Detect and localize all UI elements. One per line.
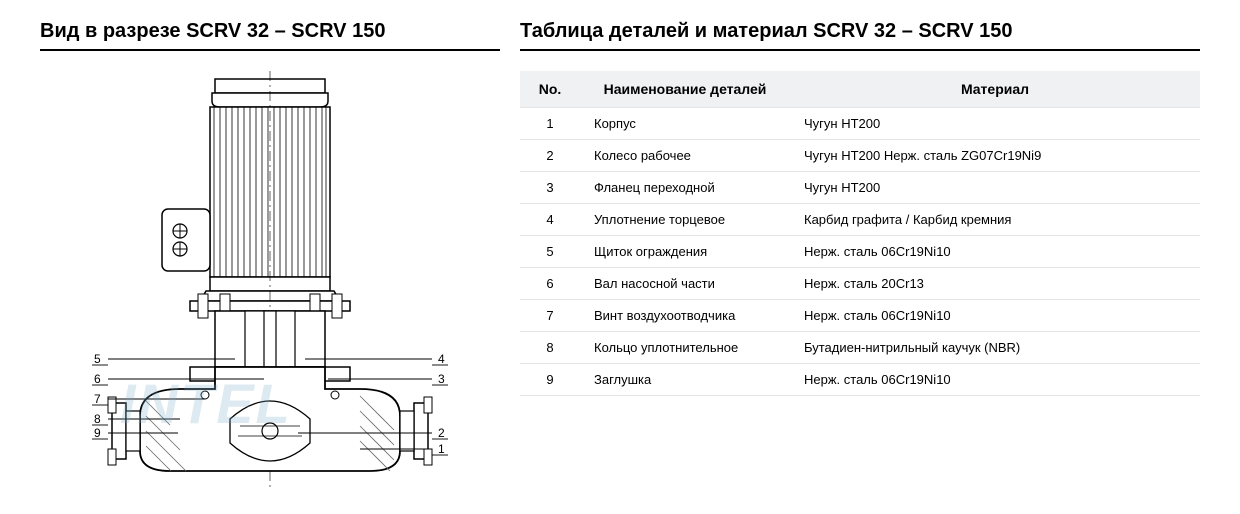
cell-no: 6 xyxy=(520,268,580,300)
callout-9: 9 xyxy=(94,426,101,440)
table-header-row: No. Наименование деталей Материал xyxy=(520,71,1200,108)
table-row: 4Уплотнение торцевоеКарбид графита / Кар… xyxy=(520,204,1200,236)
header-name: Наименование деталей xyxy=(580,71,790,108)
cell-material: Нерж. сталь 20Cr13 xyxy=(790,268,1200,300)
callout-7: 7 xyxy=(94,392,101,406)
cell-no: 5 xyxy=(520,236,580,268)
header-no: No. xyxy=(520,71,580,108)
cell-name: Заглушка xyxy=(580,364,790,396)
cell-name: Винт воздухоотводчика xyxy=(580,300,790,332)
table-row: 3Фланец переходнойЧугун HT200 xyxy=(520,172,1200,204)
cell-material: Карбид графита / Карбид кремния xyxy=(790,204,1200,236)
cell-material: Чугун HT200 Нерж. сталь ZG07Cr19Ni9 xyxy=(790,140,1200,172)
cell-no: 2 xyxy=(520,140,580,172)
cell-name: Щиток ограждения xyxy=(580,236,790,268)
right-section-title: Таблица деталей и материал SCRV 32 – SCR… xyxy=(520,20,1200,51)
table-row: 7Винт воздухоотводчикаНерж. сталь 06Cr19… xyxy=(520,300,1200,332)
callout-3: 3 xyxy=(438,372,445,386)
left-section-title: Вид в разрезе SCRV 32 – SCRV 150 xyxy=(40,20,500,51)
header-material: Материал xyxy=(790,71,1200,108)
cell-no: 3 xyxy=(520,172,580,204)
cell-no: 4 xyxy=(520,204,580,236)
cell-no: 7 xyxy=(520,300,580,332)
cell-name: Кольцо уплотнительное xyxy=(580,332,790,364)
callout-2: 2 xyxy=(438,426,445,440)
table-row: 9ЗаглушкаНерж. сталь 06Cr19Ni10 xyxy=(520,364,1200,396)
cross-section-diagram: INTEL xyxy=(40,71,500,491)
parts-table: No. Наименование деталей Материал 1Корпу… xyxy=(520,71,1200,396)
pump-diagram-svg: 5 6 7 8 9 4 3 2 1 xyxy=(40,71,500,491)
table-row: 1КорпусЧугун HT200 xyxy=(520,108,1200,140)
table-row: 6Вал насосной частиНерж. сталь 20Cr13 xyxy=(520,268,1200,300)
callout-6: 6 xyxy=(94,372,101,386)
cell-name: Колесо рабочее xyxy=(580,140,790,172)
cell-material: Нерж. сталь 06Cr19Ni10 xyxy=(790,364,1200,396)
callout-8: 8 xyxy=(94,412,101,426)
table-row: 2Колесо рабочееЧугун HT200 Нерж. сталь Z… xyxy=(520,140,1200,172)
cell-material: Нерж. сталь 06Cr19Ni10 xyxy=(790,300,1200,332)
cell-material: Бутадиен-нитрильный каучук (NBR) xyxy=(790,332,1200,364)
cell-material: Чугун HT200 xyxy=(790,108,1200,140)
cell-name: Вал насосной части xyxy=(580,268,790,300)
table-row: 8Кольцо уплотнительноеБутадиен-нитрильны… xyxy=(520,332,1200,364)
table-row: 5Щиток огражденияНерж. сталь 06Cr19Ni10 xyxy=(520,236,1200,268)
callout-4: 4 xyxy=(438,352,445,366)
callout-1: 1 xyxy=(438,442,445,456)
cell-name: Уплотнение торцевое xyxy=(580,204,790,236)
cell-name: Фланец переходной xyxy=(580,172,790,204)
cell-name: Корпус xyxy=(580,108,790,140)
cell-no: 9 xyxy=(520,364,580,396)
cell-material: Нерж. сталь 06Cr19Ni10 xyxy=(790,236,1200,268)
cell-material: Чугун HT200 xyxy=(790,172,1200,204)
cell-no: 8 xyxy=(520,332,580,364)
callout-5: 5 xyxy=(94,352,101,366)
cell-no: 1 xyxy=(520,108,580,140)
